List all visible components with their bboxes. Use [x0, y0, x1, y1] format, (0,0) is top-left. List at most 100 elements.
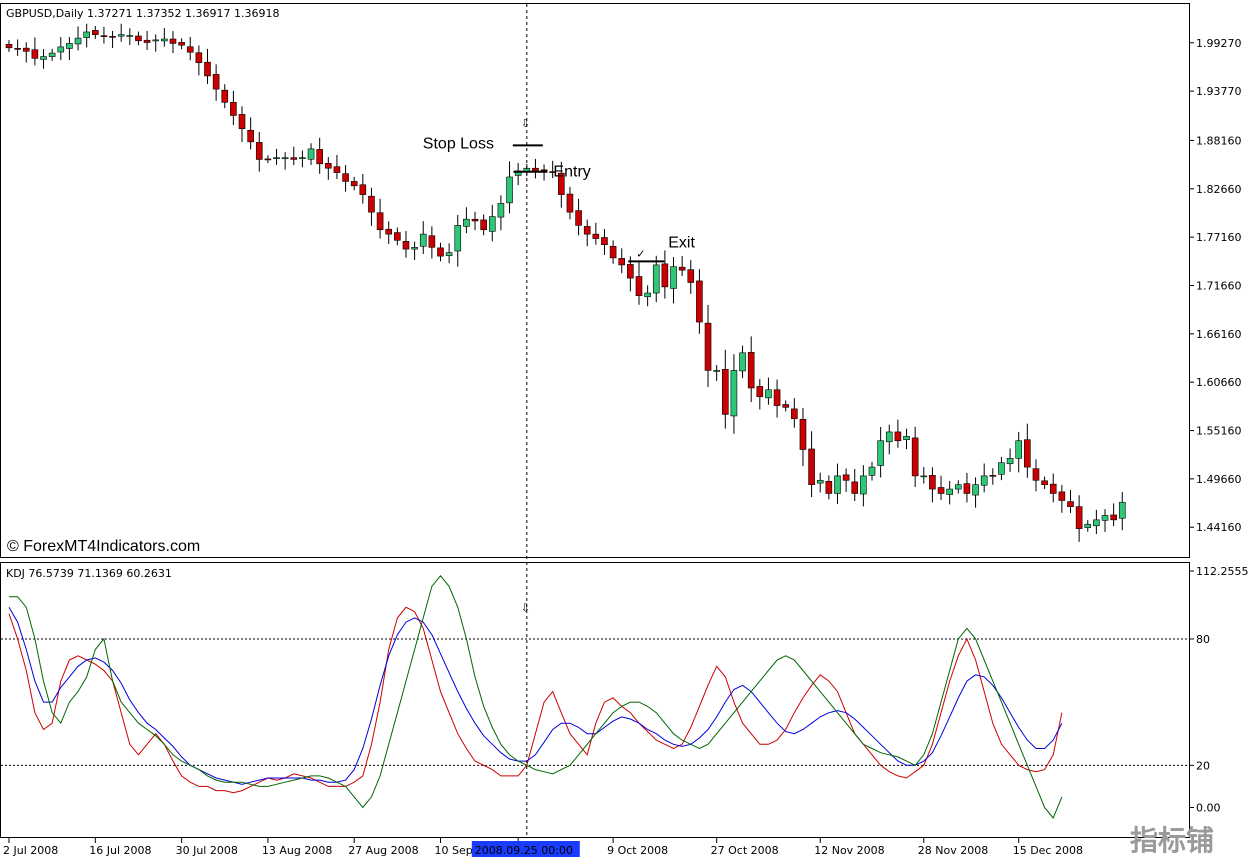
kdj-tick-label: 80 [1196, 633, 1210, 646]
candle-body [368, 195, 375, 213]
candle-body [178, 42, 185, 46]
kdj-series-line [8, 607, 1063, 785]
candle-body [385, 228, 393, 235]
candle-body [903, 436, 910, 440]
candle-body [299, 157, 306, 159]
candle-body [1015, 440, 1023, 459]
candle-body [1093, 519, 1100, 527]
price-tick-label: 1.44160 [1196, 521, 1242, 534]
candle-body [592, 233, 600, 239]
candle-body [57, 46, 65, 53]
time-tick-label: 27 Oct 2008 [711, 844, 779, 857]
candle-body [946, 488, 953, 495]
candle-body [920, 475, 928, 478]
candle-body [66, 43, 73, 49]
candle-body [808, 448, 815, 485]
candle-body [1101, 515, 1109, 521]
candle-body [5, 43, 13, 49]
candle-body [1118, 501, 1126, 519]
candle-body [885, 431, 893, 443]
candle-body [627, 264, 634, 279]
candle-body [860, 475, 867, 495]
price-tick-label: 1.88160 [1196, 134, 1242, 147]
candle-body [428, 235, 436, 248]
candle-body [601, 237, 608, 246]
candle-body [100, 35, 108, 37]
candle-body [532, 167, 539, 172]
time-tick-label: 16 Jul 2008 [89, 844, 151, 857]
candle-body [161, 38, 168, 42]
candle-body [419, 233, 427, 247]
candle-body [445, 252, 453, 256]
candle-body [825, 481, 833, 494]
candle-body [929, 475, 936, 490]
candle-body [1058, 491, 1066, 501]
down-arrow-icon: ⇩ [521, 602, 530, 615]
candle-body [644, 292, 651, 298]
candle-body [540, 169, 548, 172]
price-tick-label: 1.77160 [1196, 231, 1242, 244]
time-tick-label: 27 Aug 2008 [348, 844, 418, 857]
candle-body [109, 36, 116, 38]
price-tick-label: 1.66160 [1196, 328, 1242, 341]
candle-body [575, 210, 582, 226]
candle-body [437, 247, 444, 257]
candle-body [350, 181, 358, 187]
candle-body [894, 431, 902, 442]
kdj-axis: 112.2555 80 20 0.00 [1189, 565, 1249, 814]
candle-body [238, 114, 246, 129]
price-tick-label: 1.82660 [1196, 183, 1242, 196]
candle-body [463, 218, 470, 227]
candle-body [963, 483, 971, 494]
candle-body [972, 484, 979, 496]
kdj-series-line [9, 575, 1063, 819]
candle-body [851, 481, 859, 494]
time-tick-label: 30 Jul 2008 [176, 844, 238, 857]
candle-body [186, 46, 194, 53]
price-axis: 1.99270 1.93770 1.88160 1.82660 1.77160 1.716… [1189, 37, 1242, 534]
candle-body [471, 218, 479, 222]
price-tick-label: 1.55160 [1196, 425, 1242, 438]
price-tick-label: 1.49660 [1196, 473, 1242, 486]
candle-body [402, 241, 410, 250]
candle-body [40, 56, 47, 60]
candle-body [998, 462, 1005, 475]
kdj-panel [0, 562, 1190, 838]
candle-body [799, 418, 807, 450]
candle-body [169, 38, 177, 44]
price-panel [0, 3, 1190, 558]
candle-body [342, 173, 349, 182]
candle-body [230, 101, 237, 116]
candle-body [652, 264, 660, 294]
candle-body [1049, 483, 1057, 494]
candle-body [747, 351, 755, 389]
candle-body [1032, 468, 1040, 481]
entry-label: Entry [553, 164, 590, 181]
price-tick-label: 1.71660 [1196, 279, 1242, 292]
candle-body [834, 475, 841, 494]
candle-body [488, 216, 496, 232]
price-tick-label: 1.93770 [1196, 85, 1242, 98]
kdj-lines [8, 575, 1063, 819]
candle-body [549, 171, 556, 173]
candle-body [773, 389, 781, 406]
candle-body [1024, 439, 1031, 468]
crosshair: ⇩⇩ [521, 4, 530, 837]
candle-body [791, 408, 798, 420]
candle-body [506, 176, 513, 204]
candle-body [333, 166, 341, 173]
candle-body [704, 322, 712, 371]
candle-body [1110, 514, 1117, 521]
candle-body [255, 142, 263, 160]
time-tick-label: 2 Jul 2008 [3, 844, 58, 857]
candle-body [989, 475, 997, 477]
candle-body [558, 172, 565, 195]
candle-body [204, 61, 211, 77]
candle-body [670, 266, 677, 289]
candle-body [721, 369, 729, 415]
candle-body [954, 484, 962, 490]
candle-body [247, 129, 254, 143]
candle-body [1041, 480, 1048, 485]
candle-body [394, 232, 401, 241]
candle-body [765, 389, 772, 399]
